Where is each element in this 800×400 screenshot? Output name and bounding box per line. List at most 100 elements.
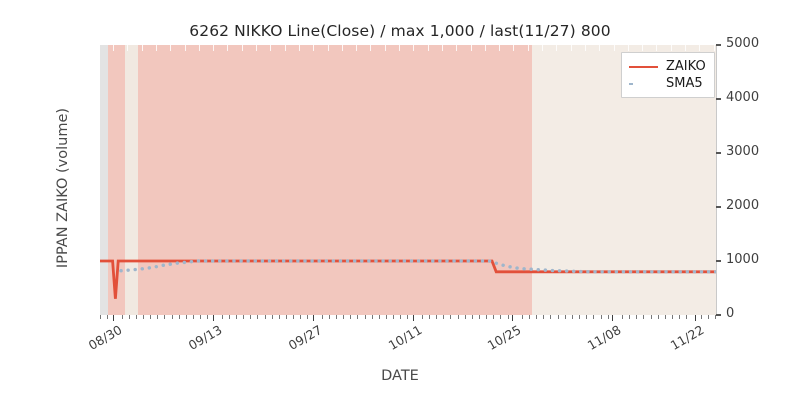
x-tick-label: 09/27 [285, 322, 325, 354]
x-tick-major [313, 315, 315, 321]
x-tick-minor [343, 315, 345, 319]
x-tick-minor [221, 315, 223, 319]
series-line-zaiko [100, 259, 716, 299]
x-tick-minor [371, 315, 373, 319]
x-tick-minor [579, 315, 580, 319]
x-tick-minor [657, 315, 659, 319]
x-tick-minor [207, 315, 209, 319]
x-tick-minor [235, 315, 237, 319]
x-tick-minor [121, 315, 123, 319]
x-tick-minor [443, 315, 445, 319]
x-tick-minor [564, 315, 566, 319]
x-tick-major [695, 315, 697, 321]
x-tick-minor [700, 315, 702, 319]
x-tick-minor [142, 315, 144, 319]
chart-legend[interactable]: ZAIKO SMA5 [621, 52, 715, 98]
x-tick-minor [264, 315, 266, 319]
x-tick-minor [664, 315, 666, 319]
x-tick-label: 10/25 [484, 322, 524, 354]
x-tick-minor [164, 315, 166, 319]
x-tick-label: 10/11 [385, 322, 425, 354]
y-tick-mark [716, 260, 721, 262]
x-tick-minor [228, 315, 230, 319]
series-line-sma5 [119, 259, 716, 274]
x-tick-minor [293, 315, 295, 319]
y-tick-mark [716, 98, 721, 100]
x-tick-minor [421, 315, 423, 319]
y-tick-label: 5000 [726, 36, 760, 51]
x-tick-minor [200, 315, 202, 319]
x-tick-minor [364, 315, 366, 319]
x-axis-title: DATE [381, 368, 419, 384]
x-tick-minor [336, 315, 337, 319]
x-tick-minor [621, 315, 623, 319]
x-tick-minor [507, 315, 509, 319]
x-tick-minor [178, 315, 180, 319]
sma5-line-swatch [629, 78, 658, 90]
x-tick-minor [714, 315, 716, 319]
x-tick-minor [436, 315, 437, 319]
x-tick-minor [500, 315, 502, 319]
x-tick-minor [321, 315, 323, 319]
x-tick-minor [428, 315, 430, 319]
x-tick-minor [478, 315, 480, 319]
x-tick-minor [464, 315, 466, 319]
band-pink-2 [138, 45, 532, 315]
x-tick-minor [135, 315, 137, 319]
zaiko-line-swatch [629, 61, 658, 73]
x-tick-label: 08/30 [85, 322, 125, 354]
y-tick-label: 4000 [726, 90, 760, 105]
x-tick-minor [571, 315, 573, 319]
x-tick-minor [707, 315, 709, 319]
x-tick-minor [300, 315, 302, 319]
x-tick-minor [543, 315, 545, 319]
x-tick-major [113, 315, 115, 321]
x-tick-label: 09/13 [185, 322, 225, 354]
x-tick-minor [457, 315, 459, 319]
x-tick-minor [278, 315, 280, 319]
band-pink-1 [108, 45, 125, 315]
x-tick-major [213, 315, 215, 321]
x-tick-minor [686, 315, 688, 319]
x-tick-minor [643, 315, 645, 319]
x-tick-minor [285, 315, 287, 319]
x-tick-minor [257, 315, 259, 319]
x-tick-label: 11/22 [667, 322, 707, 354]
x-tick-minor [100, 315, 101, 319]
legend-label-zaiko: ZAIKO [666, 59, 706, 74]
x-tick-minor [593, 315, 595, 319]
x-tick-minor [557, 315, 559, 319]
x-tick-minor [486, 315, 488, 319]
y-tick-label: 0 [726, 306, 735, 321]
x-tick-minor [493, 315, 495, 319]
x-tick-minor [328, 315, 330, 319]
x-tick-minor [450, 315, 452, 319]
x-tick-major [413, 315, 415, 321]
y-tick-mark [716, 314, 721, 316]
x-tick-minor [185, 315, 187, 319]
x-tick-minor [386, 315, 387, 319]
x-tick-minor [407, 315, 409, 319]
x-tick-minor [529, 315, 530, 319]
x-tick-minor [650, 315, 652, 319]
x-tick-minor [357, 315, 359, 319]
band-gray-left [100, 45, 108, 315]
y-tick-label: 2000 [726, 198, 760, 213]
x-tick-minor [350, 315, 352, 319]
x-tick-minor [629, 315, 631, 319]
x-tick-major [512, 315, 514, 321]
y-tick-mark [716, 152, 721, 154]
y-axis-title: IPPAN ZAIKO (volume) [55, 107, 71, 269]
legend-item-zaiko[interactable]: ZAIKO [629, 58, 706, 75]
x-tick-minor [307, 315, 309, 319]
x-tick-minor [636, 315, 638, 319]
x-tick-minor [471, 315, 473, 319]
x-tick-minor [586, 315, 588, 319]
x-tick-minor [243, 315, 244, 319]
y-tick-mark [716, 206, 721, 208]
chart-title: 6262 NIKKO Line(Close) / max 1,000 / las… [189, 22, 611, 40]
y-tick-label: 3000 [726, 144, 760, 159]
legend-item-sma5[interactable]: SMA5 [629, 75, 706, 92]
x-tick-minor [393, 315, 395, 319]
